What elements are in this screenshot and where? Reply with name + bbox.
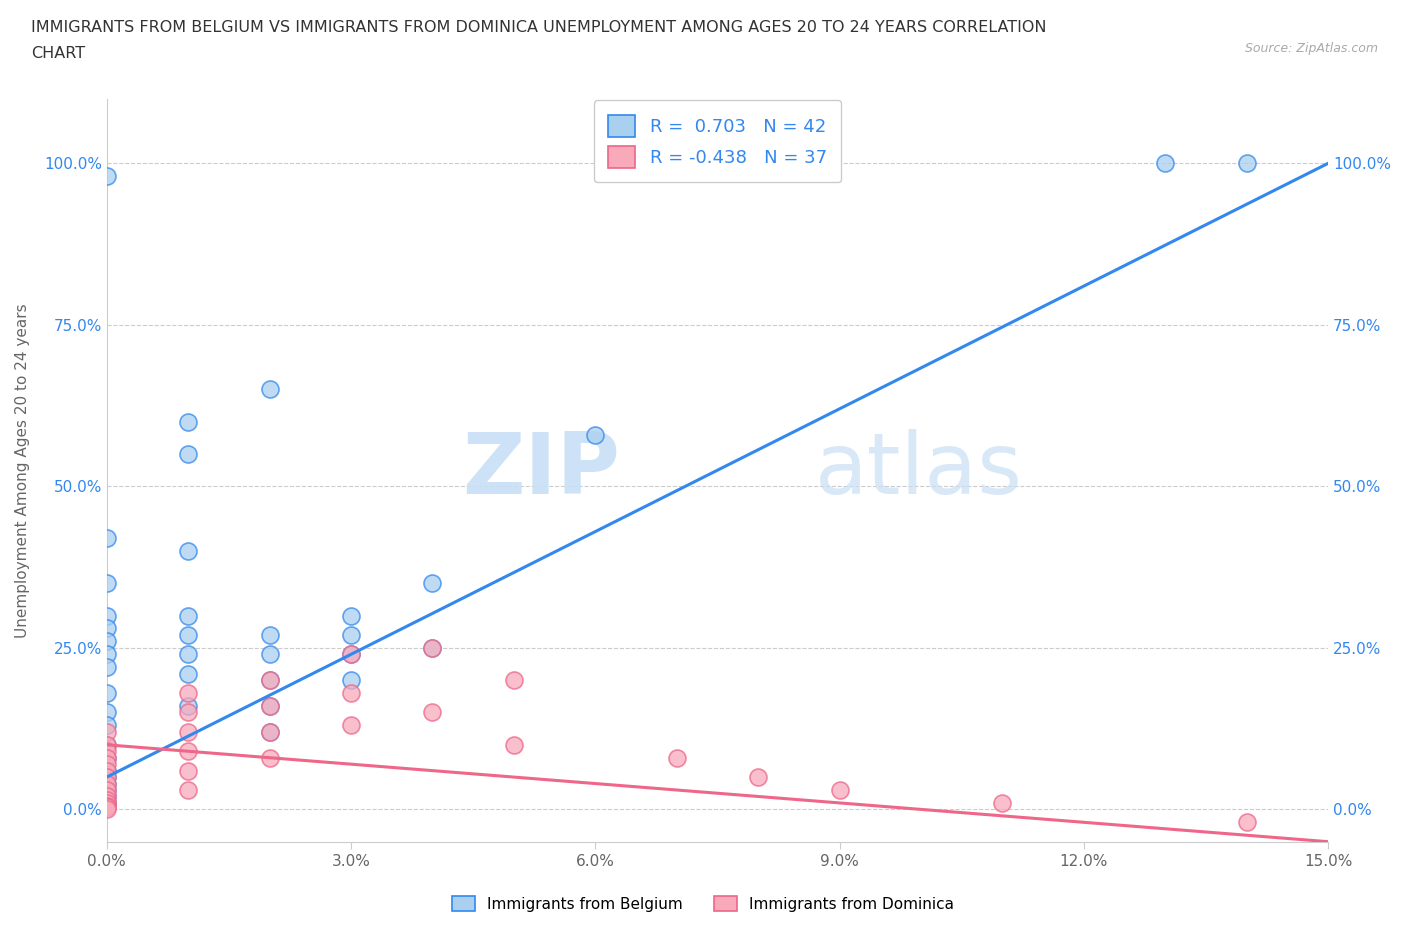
Point (96, 777, 118, 791)
Point (96, 789, 118, 804)
Point (96, 782, 118, 797)
Point (259, 382, 281, 397)
Point (502, 737, 524, 752)
Point (96, 737, 118, 752)
Point (96, 531, 118, 546)
Point (259, 647, 281, 662)
Point (96, 782, 118, 797)
Point (96, 777, 118, 791)
Point (96, 789, 118, 804)
Point (340, 718, 363, 733)
Point (259, 724, 281, 739)
Point (96, 757, 118, 772)
Point (259, 672, 281, 687)
Point (422, 641, 444, 656)
Point (259, 751, 281, 765)
Point (96, 751, 118, 765)
Point (96, 634, 118, 649)
Point (96, 705, 118, 720)
Point (96, 795, 118, 810)
Point (177, 764, 200, 778)
Point (340, 685, 363, 700)
Point (96, 792, 118, 807)
Point (177, 608, 200, 623)
Point (177, 543, 200, 558)
Point (96, 608, 118, 623)
Point (177, 698, 200, 713)
Point (96, 751, 118, 765)
Text: IMMIGRANTS FROM BELGIUM VS IMMIGRANTS FROM DOMINICA UNEMPLOYMENT AMONG AGES 20 T: IMMIGRANTS FROM BELGIUM VS IMMIGRANTS FR… (31, 20, 1046, 35)
Point (747, 770, 769, 785)
Point (1236, 815, 1258, 830)
Point (259, 628, 281, 643)
Point (259, 698, 281, 713)
Text: ZIP: ZIP (463, 429, 620, 512)
Point (177, 744, 200, 759)
Point (177, 705, 200, 720)
Y-axis label: Unemployment Among Ages 20 to 24 years: Unemployment Among Ages 20 to 24 years (15, 303, 30, 637)
Point (96, 685, 118, 700)
Point (502, 672, 524, 687)
Point (96, 802, 118, 817)
Point (177, 446, 200, 461)
Text: atlas: atlas (815, 429, 1024, 512)
Point (177, 666, 200, 681)
Point (177, 647, 200, 662)
Point (583, 427, 606, 442)
Point (340, 647, 363, 662)
Point (96, 737, 118, 752)
Legend: R =  0.703   N = 42, R = -0.438   N = 37: R = 0.703 N = 42, R = -0.438 N = 37 (593, 100, 841, 182)
Point (96, 770, 118, 785)
Point (259, 698, 281, 713)
Point (259, 724, 281, 739)
Point (828, 782, 851, 797)
Point (259, 672, 281, 687)
Point (422, 576, 444, 591)
Point (340, 672, 363, 687)
Point (991, 795, 1014, 810)
Point (96, 795, 118, 810)
Point (177, 782, 200, 797)
Text: CHART: CHART (31, 46, 84, 61)
Point (96, 724, 118, 739)
Point (96, 718, 118, 733)
Point (177, 628, 200, 643)
Point (96, 799, 118, 814)
Point (340, 608, 363, 623)
Point (96, 764, 118, 778)
Point (96, 647, 118, 662)
Point (177, 685, 200, 700)
Point (177, 724, 200, 739)
Point (96, 659, 118, 674)
Point (1236, 156, 1258, 171)
Point (96, 770, 118, 785)
Point (96, 168, 118, 183)
Point (96, 764, 118, 778)
Point (96, 621, 118, 636)
Point (96, 744, 118, 759)
Point (340, 647, 363, 662)
Legend: Immigrants from Belgium, Immigrants from Dominica: Immigrants from Belgium, Immigrants from… (446, 889, 960, 918)
Point (422, 641, 444, 656)
Point (177, 414, 200, 429)
Point (1154, 156, 1177, 171)
Point (96, 800, 118, 815)
Point (665, 751, 688, 765)
Point (96, 576, 118, 591)
Point (422, 705, 444, 720)
Point (340, 628, 363, 643)
Text: Source: ZipAtlas.com: Source: ZipAtlas.com (1244, 42, 1378, 55)
